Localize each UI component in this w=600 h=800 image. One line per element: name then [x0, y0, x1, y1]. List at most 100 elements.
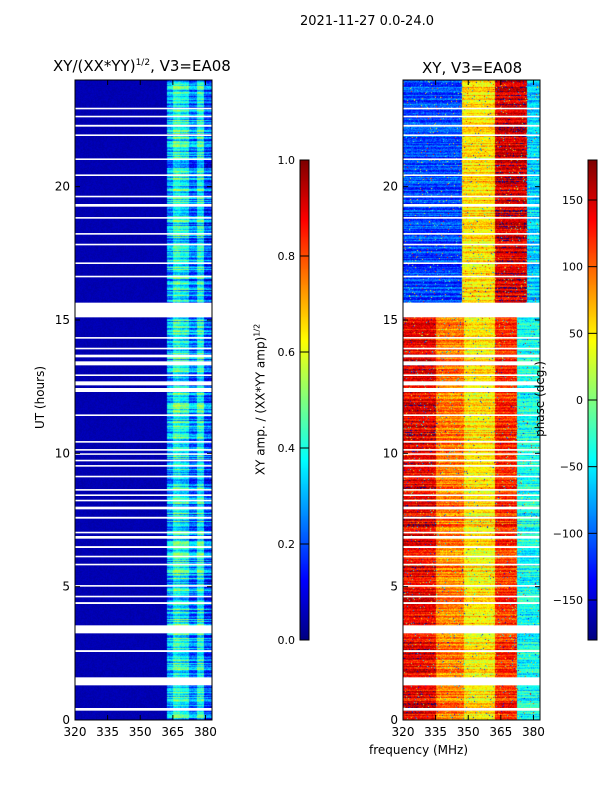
flagged-row [75, 564, 212, 566]
x-tick-label: 320 [392, 725, 415, 739]
x-tick-label: 365 [161, 725, 184, 739]
y-tick-label: 5 [390, 580, 398, 594]
flagged-row [403, 460, 540, 462]
flagged-row [403, 374, 540, 376]
flagged-row [75, 276, 212, 278]
flagged-row [75, 650, 212, 652]
colorbar-tick-label: 0.2 [278, 538, 296, 551]
flagged-row [75, 585, 212, 587]
x-tick-label: 380 [194, 725, 217, 739]
y-tick-label: 5 [62, 580, 70, 594]
x-tick-label: 350 [457, 725, 480, 739]
flagged-row [403, 677, 540, 685]
y-tick-label: 10 [383, 446, 398, 460]
flagged-row [75, 303, 212, 318]
colorbar-tick-label: 0.8 [278, 250, 296, 263]
flagged-row [75, 355, 212, 358]
colorbar-tick-label: 150 [562, 194, 583, 207]
flagged-row [75, 536, 212, 539]
x-tick-label: 335 [424, 725, 447, 739]
flagged-row [403, 596, 540, 598]
flagged-row [403, 625, 540, 633]
x-tick-label: 380 [522, 725, 545, 739]
colorbar-tick-label: 0 [576, 394, 583, 407]
flagged-row [75, 460, 212, 462]
flagged-row [75, 465, 212, 467]
flagged-row [403, 196, 540, 198]
flagged-row [75, 233, 212, 235]
flagged-row [75, 217, 212, 219]
flagged-row [75, 625, 212, 633]
flagged-row [75, 262, 212, 264]
flagged-row [403, 564, 540, 566]
flagged-row [75, 244, 212, 246]
flagged-row [403, 500, 540, 502]
colorbar-tick-label: 50 [569, 327, 583, 340]
flagged-row [75, 507, 212, 510]
flagged-row [75, 204, 212, 207]
flagged-row [403, 276, 540, 278]
flagged-row [403, 494, 540, 496]
colorbar-tick-label: 0.0 [278, 634, 296, 647]
x-tick-label: 335 [96, 725, 119, 739]
colorbar-frame [300, 160, 309, 640]
flagged-row [75, 500, 212, 502]
colorbar-tick-label: 1.0 [278, 154, 296, 167]
flagged-row [403, 465, 540, 467]
flagged-row [75, 158, 212, 160]
axes-overlay: 3203353503653800510152032033535036538005… [0, 0, 600, 800]
flagged-row [403, 381, 540, 385]
flagged-row [403, 348, 540, 350]
flagged-row [403, 546, 540, 548]
flagged-row [403, 108, 540, 110]
flagged-row [403, 453, 540, 455]
flagged-row [403, 262, 540, 264]
y-axis-label: UT (hours) [33, 369, 47, 429]
flagged-row [403, 125, 540, 127]
flagged-row [75, 388, 212, 392]
flagged-row [403, 134, 540, 136]
flagged-row [403, 536, 540, 539]
flagged-row [75, 708, 212, 711]
flagged-row [75, 381, 212, 385]
flagged-row [75, 348, 212, 350]
flagged-row [75, 361, 212, 365]
flagged-row [403, 303, 540, 318]
flagged-row [403, 650, 540, 652]
flagged-row [75, 517, 212, 519]
flagged-row [75, 196, 212, 198]
flagged-row [75, 494, 212, 496]
flagged-row [403, 602, 540, 604]
colorbar-phase-label: phase (deg.) [533, 359, 547, 439]
flagged-row [75, 476, 212, 478]
y-tick-label: 20 [383, 180, 398, 194]
flagged-row [403, 441, 540, 443]
flagged-row [403, 217, 540, 219]
flagged-row [403, 708, 540, 711]
y-tick-label: 20 [55, 180, 70, 194]
y-tick-label: 0 [62, 713, 70, 727]
flagged-row [403, 517, 540, 519]
x-axis-label: frequency (MHz) [369, 743, 468, 757]
flagged-row [75, 556, 212, 558]
flagged-row [403, 532, 540, 534]
colorbar-tick-label: 0.6 [278, 346, 296, 359]
colorbar-tick-label: 100 [562, 261, 583, 274]
colorbar-tick-label: −100 [553, 527, 583, 540]
flagged-row [75, 449, 212, 451]
flagged-row [75, 134, 212, 136]
x-tick-label: 320 [64, 725, 87, 739]
flagged-row [75, 489, 212, 491]
cb-label-exponent: 1/2 [253, 324, 262, 337]
flagged-row [403, 476, 540, 478]
flagged-row [403, 204, 540, 207]
flagged-row [75, 441, 212, 443]
colorbar-tick-label: 0.4 [278, 442, 296, 455]
y-tick-label: 0 [390, 713, 398, 727]
flagged-row [403, 244, 540, 246]
flagged-row [403, 556, 540, 558]
cb-label-text: XY amp. / (XX*YY amp) [254, 337, 268, 475]
flagged-row [403, 233, 540, 235]
flagged-row [403, 489, 540, 491]
flagged-row [75, 532, 212, 534]
